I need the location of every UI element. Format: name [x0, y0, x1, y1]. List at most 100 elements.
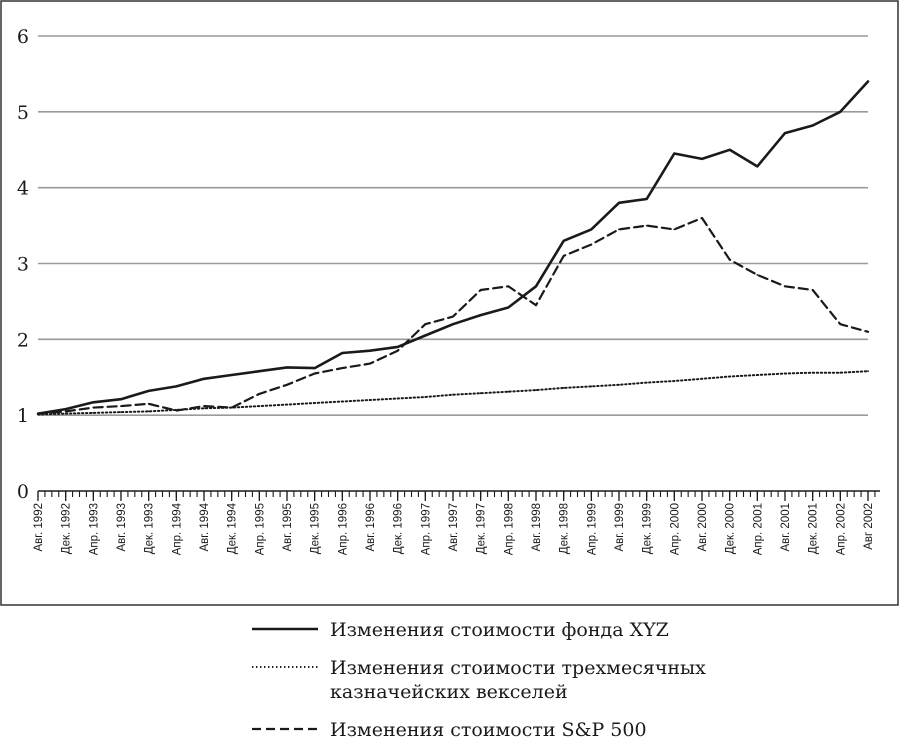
series-0-point-24	[701, 158, 703, 160]
series-1-point-22	[645, 381, 648, 384]
series-2-point-27	[784, 285, 786, 288]
series-0-point-6	[203, 377, 205, 380]
series-0-point-5	[175, 385, 178, 388]
series-1-point-12	[369, 399, 371, 401]
x-tick-label-11: Апр. 1996	[337, 503, 349, 555]
series-1-point-27	[784, 372, 786, 375]
series-1-point-21	[618, 383, 620, 386]
x-tick-label-26: Апр. 2001	[752, 503, 764, 555]
legend-label-fund: Изменения стоимости фонда XYZ	[330, 619, 669, 641]
x-tick-label-19: Дек. 1998	[559, 503, 571, 554]
series-2-point-5	[175, 409, 178, 412]
series-0-point-19	[562, 239, 565, 242]
y-tick-label-2: 2	[17, 329, 29, 351]
series-2-point-22	[645, 224, 648, 227]
series-0-point-18	[535, 285, 537, 288]
series-1-point-1	[64, 412, 67, 415]
series-2-point-4	[147, 402, 150, 405]
series-2-point-28	[811, 289, 814, 291]
series-2-point-17	[507, 285, 510, 288]
series-2-point-11	[341, 367, 344, 369]
y-tick-label-5: 5	[17, 102, 29, 124]
y-axis-ticks: 0 1 2 3 4 5 6	[17, 26, 29, 503]
series-1-point-15	[452, 393, 454, 396]
x-tick-label-15: Авг. 1997	[448, 503, 460, 552]
x-tick-label-18: Авг. 1998	[531, 503, 543, 552]
series-1-point-20	[590, 385, 593, 388]
x-tick-label-7: Дек. 1994	[227, 502, 239, 554]
legend-item-sp500: Изменения стоимости S&P 500	[252, 718, 852, 742]
series-1-point-23	[673, 380, 676, 382]
series-1-point-24	[701, 377, 703, 380]
legend-swatch-dotted	[252, 666, 318, 668]
series-0-point-17	[507, 306, 510, 309]
legend-swatch-solid	[252, 627, 318, 631]
legend-swatch-dashed	[252, 727, 318, 731]
series-1-point-3	[120, 411, 122, 413]
series-2-point-14	[424, 323, 427, 326]
x-tick-label-13: Дек. 1996	[393, 503, 405, 554]
series-1-point-28	[811, 371, 814, 374]
series-2-point-6	[203, 405, 205, 407]
series-0-point-4	[147, 390, 150, 392]
series-0-point-14	[424, 334, 427, 337]
series-1-point-18	[535, 389, 537, 391]
x-tick-label-25: Дек. 2000	[725, 503, 737, 554]
series-1-point-2	[92, 412, 95, 414]
x-tick-label-3: Авг. 1993	[116, 503, 128, 552]
series-2-point-19	[562, 255, 565, 257]
x-tick-label-16: Дек. 1997	[476, 503, 488, 554]
series-2-point-21	[618, 228, 620, 231]
series-1-point-8	[258, 405, 261, 407]
x-tick-label-1: Дек. 1992	[61, 503, 73, 554]
x-tick-label-30: Авг 2002	[863, 503, 875, 550]
series-1-point-30	[867, 370, 869, 373]
series-0-point-3	[120, 398, 122, 401]
series-0-point-15	[452, 323, 454, 326]
series-2-point-25	[728, 258, 731, 261]
series-0-point-2	[92, 401, 95, 404]
series-0-point-1	[64, 408, 67, 410]
series-1-point-17	[507, 390, 510, 393]
chart-frame	[0, 0, 899, 606]
y-tick-label-1: 1	[17, 405, 29, 427]
series-0-point-10	[313, 367, 316, 369]
x-tick-label-9: Авг. 1995	[282, 503, 294, 552]
series-0-point-7	[230, 374, 233, 376]
x-tick-label-24: Авг. 2000	[697, 503, 709, 552]
x-tick-label-22: Дек. 1999	[642, 503, 654, 554]
x-tick-label-28: Дек. 2001	[808, 503, 820, 554]
series-0-point-27	[784, 132, 786, 135]
series-0-point-13	[396, 346, 399, 348]
series-2-point-23	[673, 228, 676, 231]
x-tick-label-5: Апр. 1994	[171, 502, 183, 555]
x-tick-label-17: Апр. 1998	[503, 503, 515, 555]
x-tick-label-14: Апр. 1997	[420, 503, 432, 555]
series-1-point-9	[286, 403, 288, 406]
series-0-point-29	[839, 110, 842, 113]
series-0-point-12	[369, 349, 371, 352]
series-0-point-16	[479, 314, 482, 316]
series-0-point-30	[867, 80, 869, 83]
x-tick-label-29: Апр. 2002	[835, 503, 847, 555]
series-0-point-23	[673, 152, 676, 155]
series-2-point-12	[369, 362, 371, 365]
series-2-point-24	[701, 217, 703, 219]
series-0-point-20	[590, 228, 593, 231]
series-2-point-3	[120, 405, 122, 407]
legend-label-sp500: Изменения стоимости S&P 500	[330, 719, 647, 741]
series-0-point-11	[341, 352, 344, 354]
series-line-solid	[36, 80, 870, 415]
x-tick-label-6: Авг. 1994	[199, 502, 211, 551]
series-1-point-16	[479, 392, 482, 395]
series-1-point-29	[839, 371, 842, 374]
x-tick-label-23: Апр. 2000	[669, 503, 681, 555]
series-1-point-10	[313, 402, 316, 404]
series-1-point-14	[424, 396, 427, 398]
y-tick-label-3: 3	[17, 254, 29, 276]
series-1-point-13	[396, 397, 399, 400]
series-2-point-16	[479, 289, 482, 291]
series-2-point-2	[92, 406, 95, 409]
series-2-point-7	[230, 406, 233, 409]
series-2-point-13	[396, 349, 399, 352]
